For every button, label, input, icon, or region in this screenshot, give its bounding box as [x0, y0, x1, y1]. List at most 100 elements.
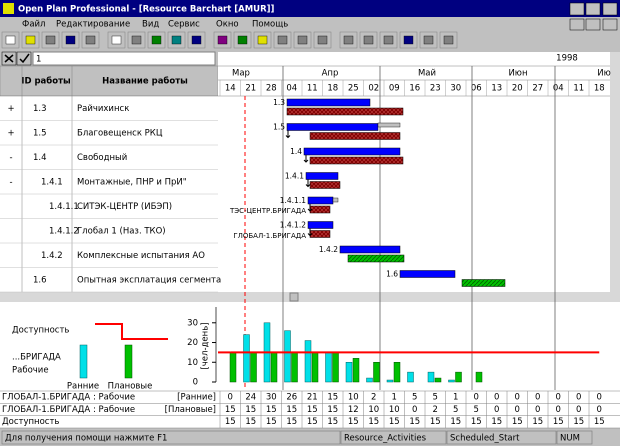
- toolbar-icon: [151, 35, 162, 45]
- menu-item[interactable]: Файл: [22, 20, 45, 30]
- grid-row-name: ГЛОБАЛ-1.БРИГАДА : Рабочие: [2, 405, 135, 415]
- menu-item[interactable]: Вид: [142, 20, 159, 30]
- grid-cell: 15: [573, 417, 584, 427]
- early-bar: [427, 371, 435, 383]
- actual-bar: [309, 132, 401, 140]
- app-icon: [3, 3, 14, 14]
- menu-item[interactable]: Помощь: [252, 20, 288, 30]
- menu-item[interactable]: Редактирование: [56, 20, 130, 30]
- grid-cell: 0: [597, 405, 602, 415]
- timeline-day: 23: [430, 84, 441, 94]
- grid-cell: 15: [491, 417, 502, 427]
- timeline-month: Июн: [508, 69, 527, 79]
- legend-availability-line: [95, 323, 168, 340]
- status-pane: [340, 430, 447, 445]
- menu-item[interactable]: Сервис: [168, 20, 200, 30]
- scroll-thumb[interactable]: [289, 292, 299, 302]
- doc-close-button[interactable]: [602, 18, 618, 31]
- planned-bar-hist: [229, 352, 237, 383]
- menu-item[interactable]: Окно: [216, 20, 239, 30]
- edit-button-icons: [4, 53, 30, 64]
- timeline-day: 18: [594, 84, 605, 94]
- edit-input[interactable]: [32, 51, 216, 66]
- resource-label: ТЭС-ЦЕНТР.БРИГАДА: [229, 207, 306, 215]
- grid-row-name: Доступность: [2, 417, 59, 427]
- toolbar-icon: [443, 35, 454, 45]
- grid-cell: 0: [576, 405, 581, 415]
- grid-cell: 15: [307, 417, 318, 427]
- link-arrow: [307, 228, 313, 237]
- timeline-day: 18: [327, 84, 338, 94]
- planned-bar-hist: [332, 352, 339, 383]
- grid-cell: 15: [286, 405, 297, 415]
- bar-label: 1.4: [290, 147, 302, 156]
- status-text: Resource_Activities: [344, 434, 427, 444]
- timeline-month: Ию: [597, 69, 611, 79]
- grid-cell: 15: [532, 417, 543, 427]
- planned-bar-hist: [352, 358, 360, 383]
- timeline-month: Май: [418, 69, 436, 79]
- early-bar: [243, 334, 250, 383]
- maximize-button[interactable]: [585, 2, 601, 16]
- toolbar-icon: [363, 35, 374, 45]
- legend-planned-swatch: [124, 344, 133, 379]
- doc-minimize-button[interactable]: [569, 18, 585, 31]
- row-name: Глобал 1 (Наз. ТКО): [77, 226, 166, 236]
- grid-cell: 0: [556, 393, 561, 403]
- minimize-button[interactable]: [569, 2, 585, 16]
- toolbar-icon: [65, 35, 76, 45]
- early-bar: [284, 330, 291, 383]
- row-toggle[interactable]: -: [9, 153, 12, 163]
- grid-cell: 0: [535, 405, 540, 415]
- timeline-day: 06: [471, 84, 482, 94]
- actual-bar: [286, 107, 404, 116]
- toolbar-icon: [297, 35, 308, 45]
- horizontal-scrollbar[interactable]: [0, 292, 620, 302]
- row-toggle[interactable]: +: [7, 128, 14, 138]
- close-button[interactable]: [602, 2, 618, 16]
- early-bar: [407, 371, 414, 383]
- vertical-scrollbar[interactable]: [610, 52, 620, 292]
- row-id: 1.6: [33, 275, 47, 285]
- grid-cell: 0: [535, 393, 540, 403]
- early-bar: [386, 379, 394, 383]
- grid-cell: 15: [594, 417, 605, 427]
- toolbar-icon: [131, 35, 142, 45]
- planned-bar-hist: [291, 352, 298, 383]
- timeline-day: 13: [491, 84, 502, 94]
- grid-cell: 10: [368, 405, 379, 415]
- doc-restore-button[interactable]: [585, 18, 601, 31]
- grid-cell: 15: [553, 417, 564, 427]
- grid-cell: 15: [245, 417, 256, 427]
- grid-cell: 15: [286, 417, 297, 427]
- bar-label: 1.3: [273, 98, 285, 107]
- grid-cell: 0: [474, 393, 479, 403]
- planned-bar: [303, 147, 401, 156]
- status-pane: [1, 430, 341, 445]
- bar-label: 1.4.2: [319, 245, 338, 254]
- row-toggle[interactable]: +: [7, 104, 14, 114]
- legend-planned: Плановые: [108, 382, 153, 392]
- grid-cell: 15: [225, 405, 236, 415]
- planned-bar-hist: [475, 371, 483, 383]
- grid-cell: 5: [453, 405, 458, 415]
- progress-bar: [332, 197, 339, 203]
- grid-cell: 15: [368, 417, 379, 427]
- toolbar-icon: [383, 35, 394, 45]
- row-id: 1.3: [33, 104, 47, 114]
- window-controls[interactable]: [569, 2, 618, 31]
- window-title: Open Plan Professional - [Resource Barch…: [18, 5, 275, 15]
- early-bar: [304, 340, 312, 383]
- timeline-day: 11: [307, 84, 318, 94]
- planned-bar: [399, 270, 456, 278]
- grid-cell: 5: [433, 393, 438, 403]
- grid-cell: 15: [245, 405, 256, 415]
- grid-cell: 2: [371, 393, 376, 403]
- row-name: СИТЭК-ЦЕНТР (ИБЭП): [77, 202, 172, 212]
- grid-cell: 2: [433, 405, 438, 415]
- grid-cell: 15: [225, 417, 236, 427]
- grid-cell: 15: [327, 393, 338, 403]
- bar-label: 1.6: [386, 270, 398, 279]
- row-toggle[interactable]: -: [9, 177, 12, 187]
- grid-cell: 15: [471, 417, 482, 427]
